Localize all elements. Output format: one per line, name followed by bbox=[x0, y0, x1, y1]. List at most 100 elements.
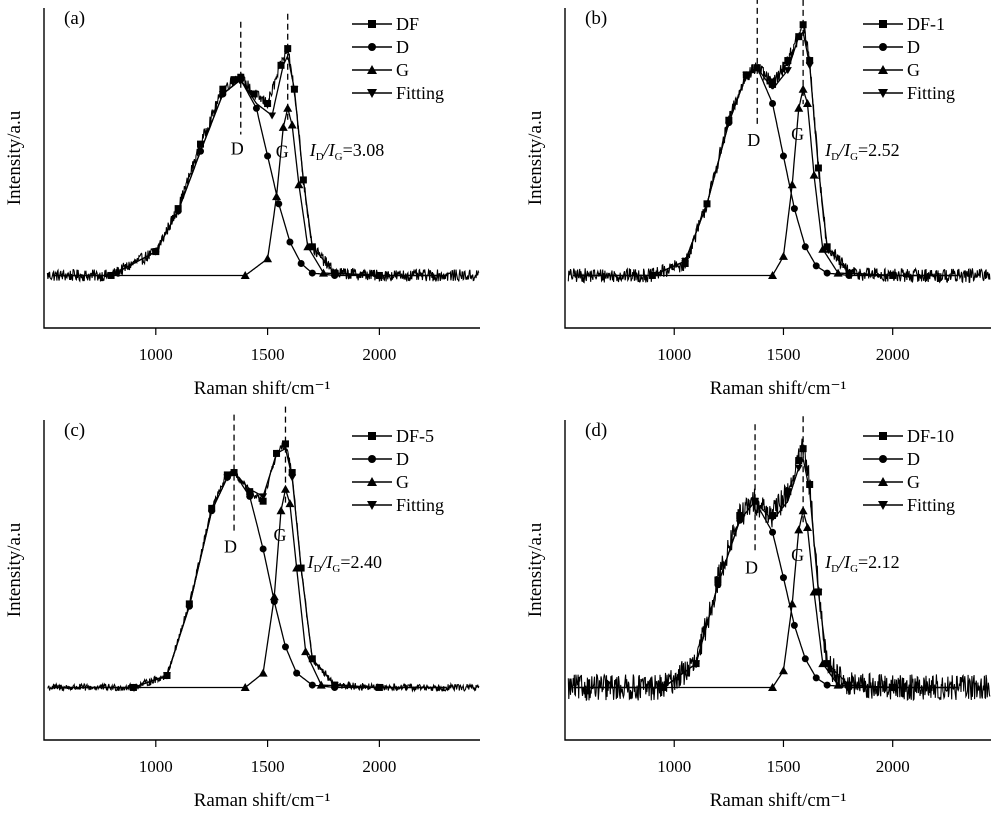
axes-frame bbox=[43, 420, 480, 741]
data-point-d-band bbox=[185, 602, 193, 610]
series-line-experimental bbox=[567, 22, 991, 284]
d-peak-label: D bbox=[747, 130, 760, 150]
data-point-d-band bbox=[286, 238, 294, 246]
data-point-fitting bbox=[290, 86, 299, 94]
data-point-g-band bbox=[768, 270, 778, 279]
data-point-g-band bbox=[269, 592, 279, 601]
data-point-fitting bbox=[218, 90, 227, 98]
data-point-g-band bbox=[794, 525, 804, 534]
legend-item: D bbox=[863, 449, 920, 469]
data-point-experimental bbox=[714, 576, 722, 584]
data-point-d-band bbox=[736, 516, 744, 524]
data-point-d-band bbox=[281, 643, 289, 651]
legend-marker-square bbox=[368, 432, 376, 440]
data-point-g-band bbox=[809, 170, 819, 179]
series-line-experimental bbox=[567, 438, 991, 702]
y-axis-label: Intensity/a.u bbox=[4, 110, 25, 205]
data-point-experimental bbox=[197, 140, 205, 148]
legend-item: D bbox=[352, 449, 409, 469]
data-point-experimental bbox=[795, 457, 803, 465]
ratio-part: I bbox=[306, 552, 314, 572]
series-line-d-band bbox=[573, 500, 959, 689]
data-point-fitting bbox=[794, 464, 803, 472]
data-point-g-band bbox=[318, 268, 328, 277]
series-line-experimental bbox=[46, 47, 480, 283]
data-point-d-band bbox=[197, 147, 205, 155]
data-point-g-band bbox=[316, 680, 326, 689]
data-point-d-band bbox=[230, 469, 238, 477]
panel-label: (b) bbox=[585, 8, 607, 29]
g-peak-label: G bbox=[791, 545, 804, 565]
legend-item: DF-10 bbox=[863, 426, 954, 446]
x-tick-label: 1500 bbox=[251, 757, 285, 776]
x-tick-label: 1000 bbox=[139, 757, 173, 776]
legend-marker-circle bbox=[879, 455, 887, 463]
legend-marker-square bbox=[368, 20, 376, 28]
data-point-d-band bbox=[275, 200, 283, 208]
intensity-ratio-annotation: ID/IG=2.12 bbox=[824, 552, 900, 575]
data-point-d-band bbox=[769, 528, 777, 536]
data-point-experimental bbox=[375, 683, 383, 691]
data-point-fitting bbox=[288, 474, 297, 482]
data-point-experimental bbox=[375, 271, 383, 279]
data-point-d-band bbox=[714, 581, 722, 589]
legend-item: DF-1 bbox=[863, 14, 945, 34]
data-point-fitting bbox=[888, 684, 897, 692]
legend-item: Fitting bbox=[352, 495, 444, 515]
legend-label: D bbox=[907, 37, 920, 57]
data-point-d-band bbox=[297, 260, 305, 268]
ratio-part: D bbox=[831, 151, 839, 163]
legend-label: DF-1 bbox=[907, 14, 945, 34]
series-line-d-band bbox=[52, 78, 447, 277]
legend-item: Fitting bbox=[352, 83, 444, 103]
legend-label: G bbox=[396, 472, 409, 492]
legend-marker-square bbox=[879, 20, 887, 28]
axes-frame bbox=[564, 420, 991, 741]
d-peak-label: D bbox=[231, 138, 244, 158]
x-axis-label: Raman shift/cm⁻¹ bbox=[710, 378, 847, 399]
legend-marker-circle bbox=[368, 455, 376, 463]
data-point-experimental bbox=[736, 512, 744, 520]
data-point-d-band bbox=[790, 205, 798, 213]
data-point-d-band bbox=[308, 681, 316, 689]
data-point-g-band bbox=[301, 647, 311, 656]
series-line-fitting bbox=[573, 31, 959, 277]
series-line-g-band bbox=[573, 511, 959, 689]
series-line-fitting bbox=[52, 447, 447, 689]
data-point-experimental bbox=[806, 57, 814, 65]
data-point-d-band bbox=[812, 674, 820, 682]
data-point-experimental bbox=[230, 76, 238, 84]
data-point-g-band bbox=[285, 499, 295, 508]
series-line-g-band bbox=[573, 89, 959, 277]
data-point-fitting bbox=[814, 588, 823, 596]
ratio-part: I bbox=[309, 140, 317, 160]
x-tick-label: 1000 bbox=[139, 345, 173, 364]
ratio-part: I bbox=[824, 552, 832, 572]
ratio-part: /I bbox=[838, 140, 851, 160]
data-point-experimental bbox=[288, 469, 296, 477]
data-point-experimental bbox=[219, 85, 227, 93]
x-tick-label: 1000 bbox=[657, 757, 691, 776]
data-point-d-band bbox=[259, 545, 267, 553]
d-peak-label: D bbox=[745, 557, 758, 577]
legend-label: G bbox=[396, 60, 409, 80]
data-point-fitting bbox=[330, 682, 339, 690]
data-point-experimental bbox=[281, 440, 289, 448]
data-point-experimental bbox=[795, 33, 803, 41]
data-point-g-band bbox=[802, 99, 812, 108]
data-point-d-band bbox=[779, 152, 787, 160]
legend-label: D bbox=[907, 449, 920, 469]
data-point-fitting bbox=[783, 67, 792, 75]
legend-item: G bbox=[863, 472, 920, 492]
data-point-d-band bbox=[208, 507, 216, 515]
data-point-g-band bbox=[278, 122, 288, 131]
chart-panel-3: 1000 1500 2000 Raman shift/cm⁻¹ Intensity/a.… bbox=[4, 406, 480, 811]
legend-item: DF bbox=[352, 14, 419, 34]
data-point-experimental bbox=[246, 488, 254, 496]
intensity-ratio-annotation: ID/IG=2.40 bbox=[306, 552, 382, 575]
legend-marker-triangle-up bbox=[367, 477, 377, 486]
data-point-g-band bbox=[258, 668, 268, 677]
data-point-g-band bbox=[272, 192, 282, 201]
data-point-experimental bbox=[308, 655, 316, 663]
